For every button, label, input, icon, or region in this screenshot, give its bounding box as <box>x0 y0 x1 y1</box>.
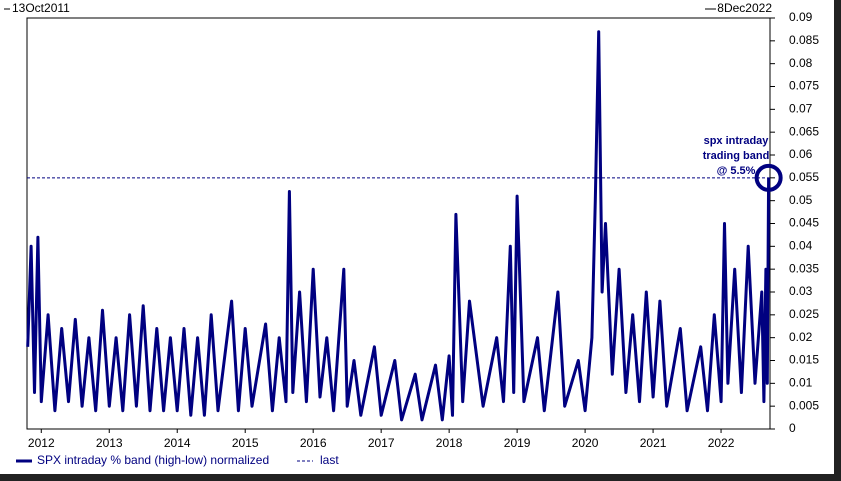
annotation: spx intraday <box>704 135 770 147</box>
y-tick-label: 0.025 <box>789 307 819 321</box>
y-tick-label: 0.015 <box>789 353 819 367</box>
y-tick-label: 0.09 <box>789 10 813 24</box>
x-tick-label: 2021 <box>640 436 667 450</box>
start-label: 13Oct2011 <box>12 1 70 15</box>
annotation: trading band <box>703 150 770 162</box>
y-tick-label: 0.08 <box>789 56 813 70</box>
x-tick-label: 2020 <box>572 436 599 450</box>
y-tick-label: 0.055 <box>789 170 819 184</box>
x-tick-label: 2019 <box>504 436 531 450</box>
y-tick-label: 0.075 <box>789 79 819 93</box>
y-tick-label: 0.035 <box>789 261 819 275</box>
y-tick-label: 0.085 <box>789 33 819 47</box>
y-tick-label: 0.03 <box>789 284 813 298</box>
y-tick-label: 0.07 <box>789 102 813 116</box>
x-tick-label: 2014 <box>164 436 191 450</box>
x-tick-label: 2015 <box>232 436 259 450</box>
annotation: @ 5.5% <box>717 165 756 177</box>
legend-label: last <box>320 453 339 467</box>
y-tick-label: 0 <box>789 421 796 435</box>
y-tick-label: 0.045 <box>789 216 819 230</box>
last-marker <box>754 163 783 192</box>
frame-edge <box>834 0 841 481</box>
y-tick-label: 0.005 <box>789 398 819 412</box>
x-tick-label: 2016 <box>300 436 327 450</box>
data-line <box>26 30 771 422</box>
x-tick-label: 2013 <box>96 436 123 450</box>
end-label: 8Dec2022 <box>717 1 772 15</box>
y-tick-label: 0.065 <box>789 124 819 138</box>
x-tick-label: 2012 <box>28 436 55 450</box>
legend-label: SPX intraday % band (high-low) normalize… <box>37 453 269 467</box>
y-tick-label: 0.04 <box>789 239 813 253</box>
y-tick-label: 0.05 <box>789 193 813 207</box>
y-tick-label: 0.02 <box>789 330 813 344</box>
x-tick-label: 2022 <box>708 436 735 450</box>
frame-edge <box>0 474 841 481</box>
x-tick-label: 2018 <box>436 436 463 450</box>
y-tick-label: 0.01 <box>789 376 813 390</box>
x-tick-label: 2017 <box>368 436 395 450</box>
y-tick-label: 0.06 <box>789 147 813 161</box>
